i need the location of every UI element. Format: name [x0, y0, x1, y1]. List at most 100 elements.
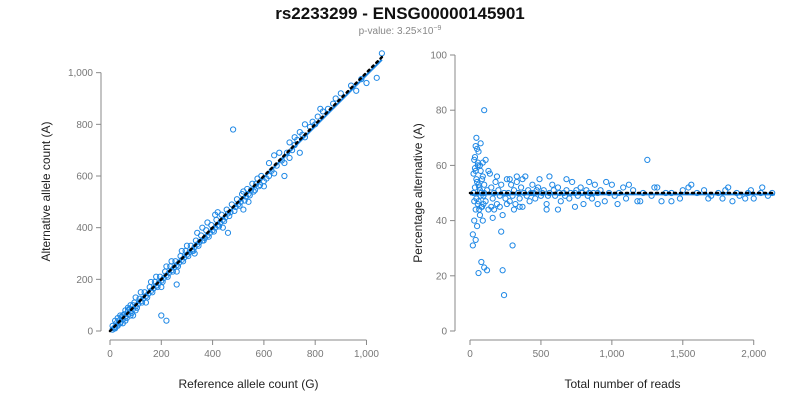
right-y-tick-label: 40	[436, 216, 448, 227]
right-data-point	[499, 211, 506, 219]
left-data-point	[221, 218, 228, 225]
right-data-point	[472, 142, 479, 150]
left-data-point	[260, 183, 267, 190]
left-data-point	[219, 224, 226, 231]
left-data-point	[363, 79, 370, 87]
right-data-point	[580, 200, 587, 208]
left-data-point	[137, 289, 144, 296]
left-data-point	[204, 219, 211, 226]
right-data-point	[495, 187, 502, 194]
right-x-axis-label: Total number of reads	[564, 377, 680, 391]
right-data-point	[475, 181, 482, 188]
left-x-tick-label: 200	[153, 349, 170, 360]
left-y-tick-label: 600	[76, 172, 93, 183]
right-y-tick-label: 60	[436, 161, 448, 172]
right-data-point	[474, 162, 481, 169]
right-data-point	[577, 184, 584, 191]
right-scatter-chart: 0 20 40 60 80 100 0 500 1,000 1,500 2,000 Total num…	[411, 51, 777, 391]
left-data-point	[132, 294, 139, 301]
right-y-tick-label: 80	[436, 106, 448, 117]
right-data-point	[483, 267, 491, 274]
subtitle-exponent: −9	[433, 25, 442, 32]
right-data-point	[634, 198, 641, 205]
right-data-point	[471, 156, 478, 163]
right-data-point	[742, 195, 749, 202]
right-data-point	[475, 269, 482, 277]
left-data-point	[114, 314, 121, 322]
right-data-point	[543, 206, 550, 213]
left-y-axis-label: Alternative allele count (A)	[39, 121, 53, 261]
right-y-tick-label: 20	[436, 271, 448, 282]
right-data-point	[625, 181, 632, 188]
right-data-point	[481, 107, 488, 114]
chart-subtitle: p-value: 3.25×10−9	[0, 25, 800, 37]
right-data-point	[614, 200, 621, 208]
right-data-point	[588, 195, 596, 202]
left-data-point	[178, 247, 185, 255]
right-data-point	[506, 176, 513, 183]
left-y-tick-label: 400	[76, 223, 93, 234]
left-data-point	[286, 139, 293, 146]
right-data-point	[473, 134, 480, 141]
right-data-point	[481, 181, 488, 188]
right-data-point	[566, 195, 573, 202]
right-data-point	[725, 184, 732, 191]
left-data-point	[158, 283, 165, 291]
right-data-point	[654, 184, 661, 191]
right-data-point	[554, 184, 562, 191]
right-data-point	[658, 198, 665, 205]
right-data-point	[516, 195, 523, 202]
left-data-point	[378, 50, 385, 57]
left-data-point	[265, 159, 273, 167]
right-data-point	[594, 200, 601, 208]
right-data-point	[543, 200, 550, 208]
right-data-point	[489, 195, 496, 202]
right-data-point	[472, 206, 479, 213]
left-data-point	[296, 149, 303, 156]
right-data-point	[519, 176, 526, 183]
right-data-point	[685, 184, 692, 191]
right-data-point	[492, 178, 499, 186]
right-data-point	[488, 184, 495, 191]
left-data-point	[205, 233, 212, 240]
right-data-point	[510, 206, 518, 213]
left-data-point	[240, 206, 247, 213]
left-data-point	[173, 268, 180, 275]
right-data-point	[476, 184, 483, 191]
right-data-point	[472, 236, 479, 244]
right-data-point	[512, 200, 519, 208]
right-data-point	[496, 203, 503, 210]
right-data-point	[586, 178, 593, 186]
right-data-point	[500, 292, 508, 299]
left-data-point	[168, 258, 175, 265]
left-data-point	[296, 128, 303, 136]
chart-title: rs2233299 - ENSG00000145901	[275, 4, 525, 23]
right-data-point	[668, 198, 675, 205]
right-data-point	[516, 203, 523, 210]
right-data-point	[563, 176, 570, 183]
left-x-tick-label: 600	[256, 349, 273, 360]
right-data-point	[526, 198, 533, 205]
left-y-tick-label: 0	[87, 327, 93, 338]
right-data-point	[485, 167, 492, 175]
left-data-point	[301, 121, 309, 128]
right-data-point	[502, 195, 509, 202]
right-data-point	[620, 184, 627, 191]
right-data-point	[498, 181, 505, 188]
left-data-point	[337, 90, 344, 97]
right-data-point	[477, 140, 484, 147]
right-data-point	[584, 192, 591, 199]
left-data-point	[353, 87, 360, 94]
right-data-point	[498, 228, 505, 235]
left-data-point	[215, 223, 223, 230]
right-data-point	[637, 198, 644, 205]
subtitle-prefix: p-value: 3.25×10	[358, 26, 434, 37]
right-data-point	[719, 195, 726, 202]
left-data-point	[129, 312, 137, 319]
left-data-point	[124, 304, 132, 311]
right-data-point	[478, 176, 486, 183]
right-data-point	[473, 223, 481, 230]
right-data-point	[603, 178, 610, 186]
right-data-point	[472, 167, 479, 175]
left-scatter-chart: 0 200 400 600 800 1,000 0 200 400 600 800 1,000 Refe…	[39, 50, 385, 391]
